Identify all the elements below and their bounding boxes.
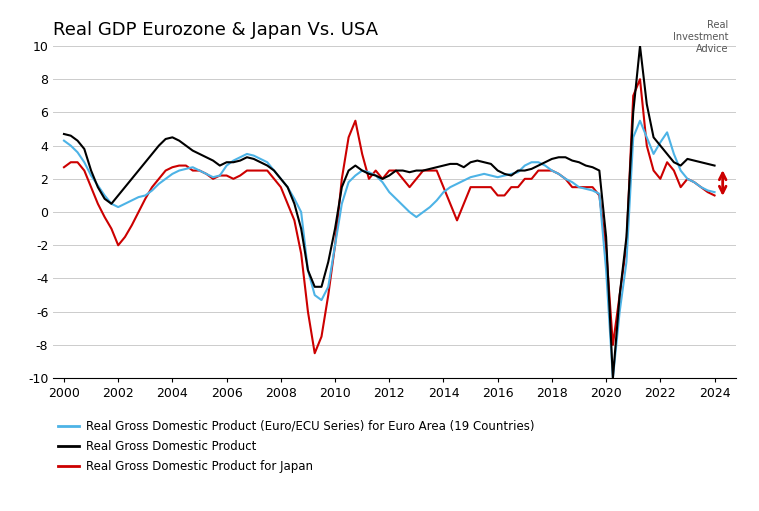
Text: Real
Investment
Advice: Real Investment Advice xyxy=(673,20,729,54)
Legend: Real Gross Domestic Product (Euro/ECU Series) for Euro Area (19 Countries), Real: Real Gross Domestic Product (Euro/ECU Se… xyxy=(53,415,540,478)
Text: Real GDP Eurozone & Japan Vs. USA: Real GDP Eurozone & Japan Vs. USA xyxy=(53,21,378,39)
